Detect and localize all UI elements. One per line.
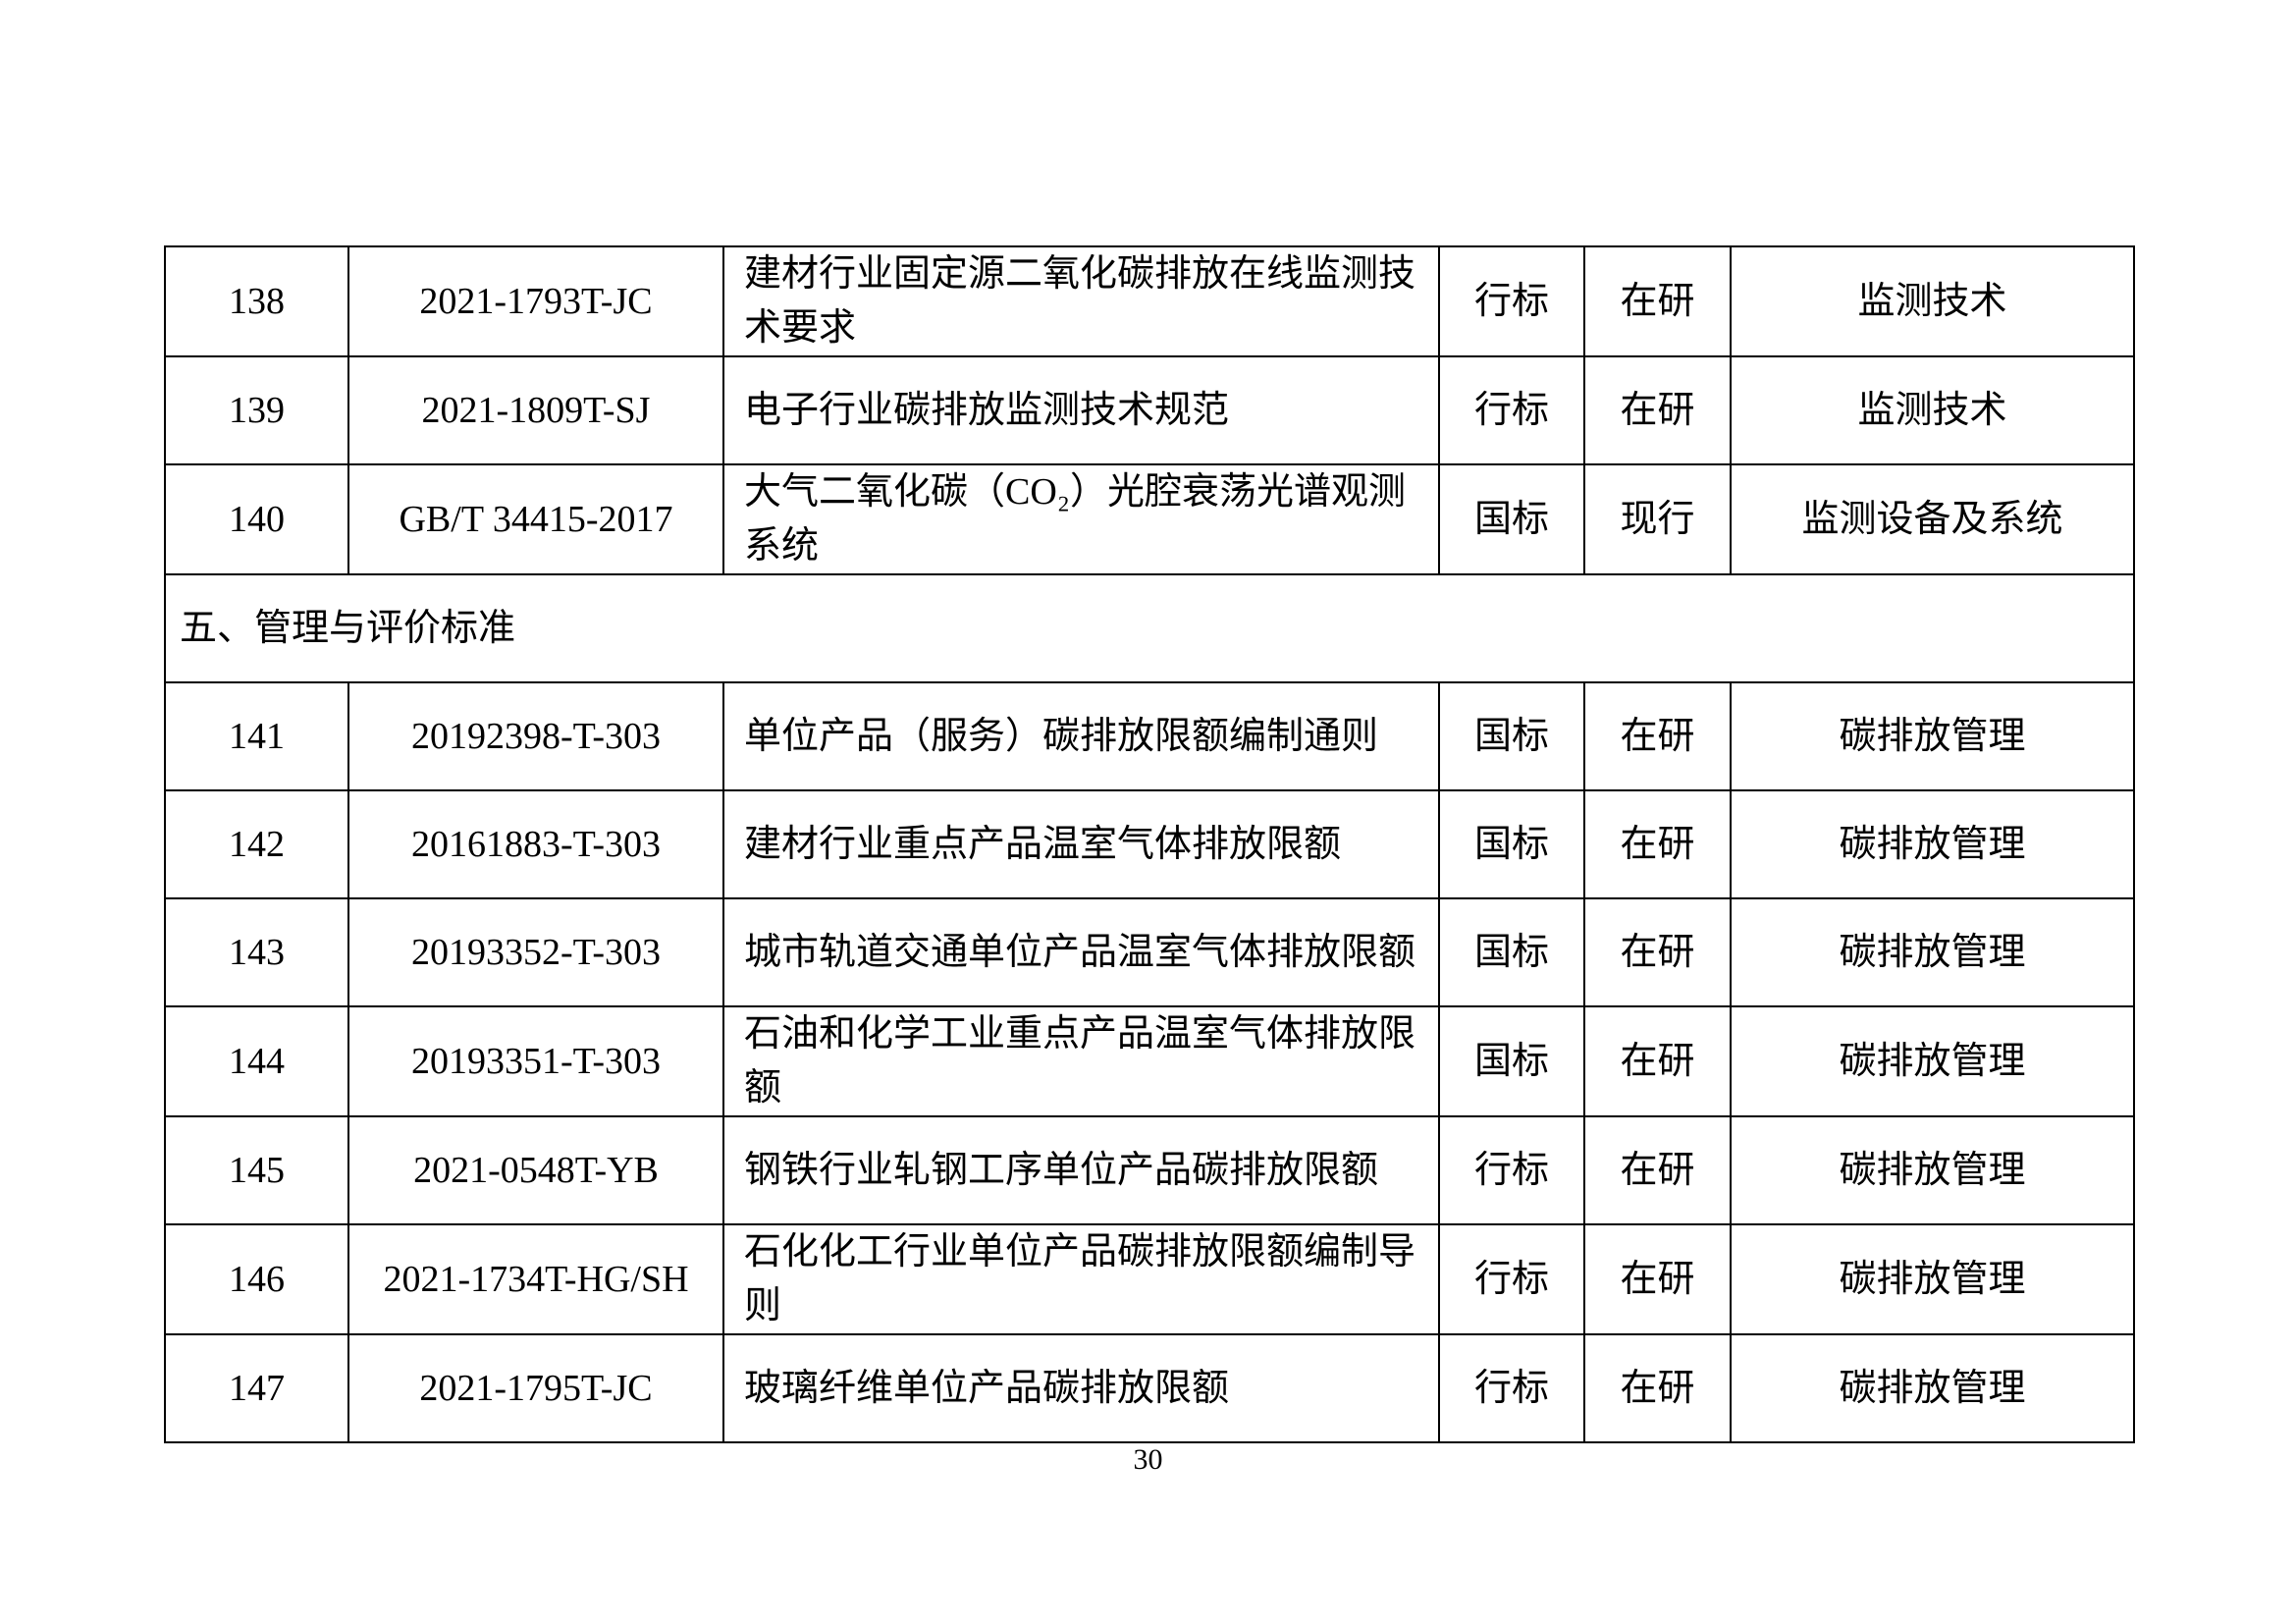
standard-code-cell: 20193352-T-303	[347, 897, 724, 1007]
category-cell: 碳排放管理	[1730, 1223, 2135, 1335]
row-number-cell: 144	[164, 1005, 349, 1117]
category-cell: 碳排放管理	[1730, 789, 2135, 899]
row-number-cell: 141	[164, 681, 349, 791]
standard-title-cell: 单位产品（服务）碳排放限额编制通则	[722, 681, 1440, 791]
standard-code-cell: 2021-1734T-HG/SH	[347, 1223, 724, 1335]
table-row: 144 20193351-T-303 石油和化学工业重点产品温室气体排放限额 国标 在研…	[164, 1005, 2135, 1117]
standard-type-cell: 国标	[1438, 1005, 1585, 1117]
standard-title-cell: 石化化工行业单位产品碳排放限额编制导则	[722, 1223, 1440, 1335]
standard-type-cell: 行标	[1438, 1115, 1585, 1225]
standard-status-cell: 现行	[1583, 463, 1732, 575]
standard-status-cell: 在研	[1583, 1115, 1732, 1225]
standard-status-cell: 在研	[1583, 789, 1732, 899]
standard-status-cell: 在研	[1583, 1333, 1732, 1443]
standard-status-cell: 在研	[1583, 355, 1732, 465]
table-row: 140 GB/T 34415-2017 大气二氧化碳（CO₂）光腔衰荡光谱观测系统国…	[164, 463, 2135, 575]
standard-title-cell: 玻璃纤维单位产品碳排放限额	[722, 1333, 1440, 1443]
category-cell: 碳排放管理	[1730, 1115, 2135, 1225]
category-cell: 碳排放管理	[1730, 1333, 2135, 1443]
standard-title-cell: 建材行业重点产品温室气体排放限额	[722, 789, 1440, 899]
standard-type-cell: 行标	[1438, 1223, 1585, 1335]
row-number-cell: 146	[164, 1223, 349, 1335]
table-row: 146 2021-1734T-HG/SH 石化化工行业单位产品碳排放限额编制导则 行标…	[164, 1223, 2135, 1335]
row-number-cell: 142	[164, 789, 349, 899]
standard-type-cell: 行标	[1438, 1333, 1585, 1443]
standard-code-cell: 20193351-T-303	[347, 1005, 724, 1117]
standard-code-cell: 2021-1793T-JC	[347, 245, 724, 357]
category-cell: 监测设备及系统	[1730, 463, 2135, 575]
page-number: 30	[1133, 1443, 1163, 1476]
row-number-cell: 140	[164, 463, 349, 575]
standard-type-cell: 行标	[1438, 355, 1585, 465]
standard-title-cell: 建材行业固定源二氧化碳排放在线监测技术要求	[722, 245, 1440, 357]
table-row: 141 20192398-T-303 单位产品（服务）碳排放限额编制通则 国标 在研 碳排…	[164, 681, 2135, 791]
standard-status-cell: 在研	[1583, 245, 1732, 357]
table-row: 138 2021-1793T-JC 建材行业固定源二氧化碳排放在线监测技术要求 行标在…	[164, 245, 2135, 357]
table-row: 143 20193352-T-303 城市轨道交通单位产品温室气体排放限额 国标 在研碳…	[164, 897, 2135, 1007]
standard-type-cell: 国标	[1438, 463, 1585, 575]
row-number-cell: 145	[164, 1115, 349, 1225]
standard-code-cell: 20192398-T-303	[347, 681, 724, 791]
standard-status-cell: 在研	[1583, 1005, 1732, 1117]
standard-type-cell: 国标	[1438, 897, 1585, 1007]
standard-status-cell: 在研	[1583, 1223, 1732, 1335]
standard-code-cell: 20161883-T-303	[347, 789, 724, 899]
row-number-cell: 143	[164, 897, 349, 1007]
table-row: 147 2021-1795T-JC 玻璃纤维单位产品碳排放限额 行标 在研 碳排放管理	[164, 1333, 2135, 1443]
standard-title-cell: 电子行业碳排放监测技术规范	[722, 355, 1440, 465]
standard-code-cell: 2021-0548T-YB	[347, 1115, 724, 1225]
standard-type-cell: 国标	[1438, 789, 1585, 899]
standard-title-cell: 钢铁行业轧钢工序单位产品碳排放限额	[722, 1115, 1440, 1225]
standard-type-cell: 国标	[1438, 681, 1585, 791]
standard-title-cell: 大气二氧化碳（CO₂）光腔衰荡光谱观测系统	[722, 463, 1440, 575]
category-cell: 碳排放管理	[1730, 681, 2135, 791]
standard-type-cell: 行标	[1438, 245, 1585, 357]
section-header-cell: 五、管理与评价标准	[164, 573, 2135, 683]
standard-code-cell: 2021-1809T-SJ	[347, 355, 724, 465]
category-cell: 碳排放管理	[1730, 1005, 2135, 1117]
table-row: 142 20161883-T-303 建材行业重点产品温室气体排放限额 国标 在研 碳排放…	[164, 789, 2135, 899]
standard-status-cell: 在研	[1583, 897, 1732, 1007]
standards-table: 138 2021-1793T-JC 建材行业固定源二氧化碳排放在线监测技术要求 行标在…	[164, 245, 2135, 1443]
standard-code-cell: GB/T 34415-2017	[347, 463, 724, 575]
section-row: 五、管理与评价标准	[164, 573, 2135, 683]
category-cell: 监测技术	[1730, 355, 2135, 465]
row-number-cell: 138	[164, 245, 349, 357]
standard-status-cell: 在研	[1583, 681, 1732, 791]
standard-title-cell: 城市轨道交通单位产品温室气体排放限额	[722, 897, 1440, 1007]
standard-code-cell: 2021-1795T-JC	[347, 1333, 724, 1443]
table-row: 145 2021-0548T-YB 钢铁行业轧钢工序单位产品碳排放限额 行标 在研 碳排放…	[164, 1115, 2135, 1225]
category-cell: 碳排放管理	[1730, 897, 2135, 1007]
category-cell: 监测技术	[1730, 245, 2135, 357]
table-row: 139 2021-1809T-SJ 电子行业碳排放监测技术规范 行标 在研 监测技术	[164, 355, 2135, 465]
standard-title-cell: 石油和化学工业重点产品温室气体排放限额	[722, 1005, 1440, 1117]
row-number-cell: 147	[164, 1333, 349, 1443]
row-number-cell: 139	[164, 355, 349, 465]
